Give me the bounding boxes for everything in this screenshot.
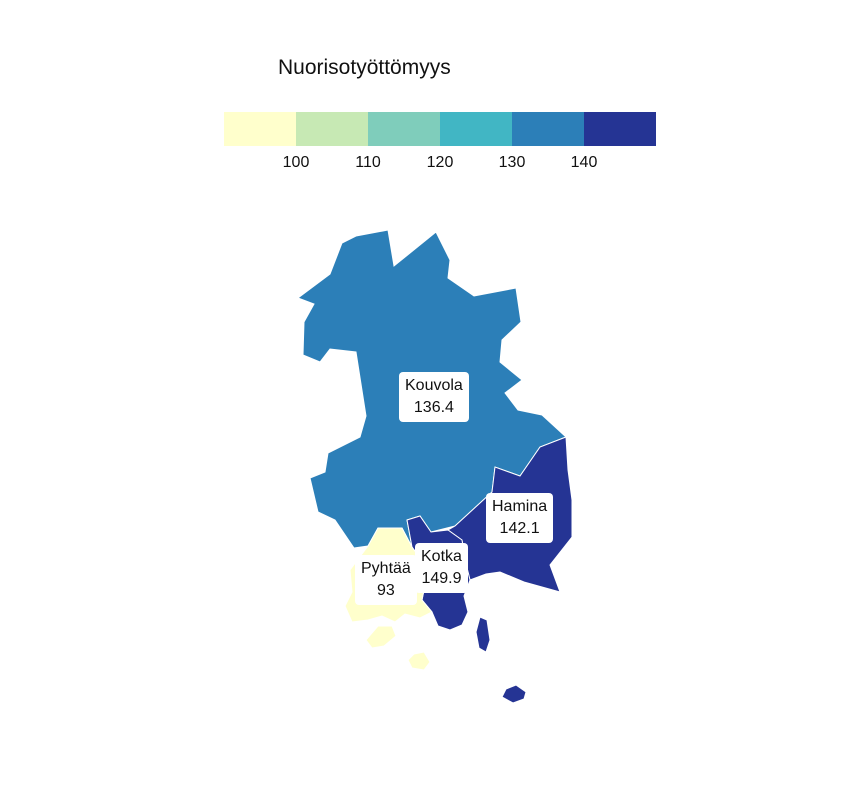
region-value: 142.1 (499, 520, 540, 537)
region-name: Hamina (492, 498, 548, 515)
legend-tick: 140 (570, 154, 598, 171)
region-kotka-island (475, 616, 491, 653)
map-label-hamina: Hamina 142.1 (486, 493, 554, 543)
map-label-kouvola: Kouvola 136.4 (399, 372, 469, 422)
legend-swatch-6 (584, 112, 656, 146)
map-label-kotka: Kotka 149.9 (415, 543, 468, 593)
legend-color-bar (224, 112, 656, 146)
legend-title: Nuorisotyöttömyys (278, 56, 451, 79)
legend-swatch-3 (368, 112, 440, 146)
region-name: Pyhtää (361, 560, 411, 577)
region-value: 93 (377, 582, 395, 599)
legend-swatch-4 (440, 112, 512, 146)
legend-tick: 110 (355, 154, 381, 171)
legend-tick: 100 (282, 154, 310, 171)
region-name: Kotka (421, 548, 462, 565)
region-pyhtaa-island (407, 651, 431, 671)
legend-swatch-5 (512, 112, 584, 146)
legend-swatch-1 (224, 112, 296, 146)
region-value: 149.9 (421, 570, 462, 587)
region-name: Kouvola (405, 377, 463, 394)
legend-tick: 120 (426, 154, 454, 171)
legend-swatch-2 (296, 112, 368, 146)
legend-tick: 130 (498, 154, 526, 171)
region-value: 136.4 (413, 399, 454, 416)
region-pyhtaa-island (365, 625, 397, 649)
region-kotka-island (501, 684, 527, 704)
map-label-pyhtaa: Pyhtää 93 (355, 555, 417, 605)
